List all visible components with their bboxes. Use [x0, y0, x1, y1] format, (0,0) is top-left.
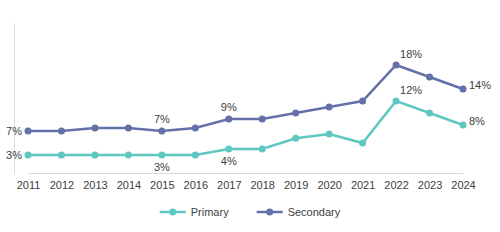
series-marker [158, 128, 165, 135]
x-tick: 2015 [150, 179, 174, 191]
series-marker [192, 125, 199, 132]
series-marker [326, 104, 333, 111]
series-marker [91, 125, 98, 132]
x-tick-label: 2024 [451, 179, 475, 191]
legend-label: Secondary [288, 206, 341, 218]
x-tick: 2022 [384, 179, 408, 191]
x-tick: 2024 [451, 179, 475, 191]
series-marker [393, 62, 400, 69]
x-tick: 2012 [50, 179, 74, 191]
x-tick-label: 2019 [284, 179, 308, 191]
series-marker [125, 152, 132, 159]
series-marker [460, 86, 467, 93]
chart: 2011 2012 2013 2014 2015 2016 2017 2018 2019 2020… [0, 0, 500, 232]
series-marker [25, 152, 32, 159]
legend-item: Primary [160, 206, 229, 218]
series-marker [426, 74, 433, 81]
series-line [28, 101, 463, 155]
data-label: 12% [400, 84, 422, 96]
x-tick-label: 2023 [418, 179, 442, 191]
x-tick-label: 2017 [217, 179, 241, 191]
data-label: 4% [221, 155, 237, 167]
data-label: 14% [469, 79, 491, 91]
series-marker [460, 122, 467, 129]
x-tick: 2016 [184, 179, 208, 191]
series-marker [259, 116, 266, 123]
series-marker [158, 152, 165, 159]
x-tick: 2020 [317, 179, 341, 191]
series-marker [192, 152, 199, 159]
x-tick-label: 2015 [150, 179, 174, 191]
x-tick-label: 2012 [50, 179, 74, 191]
x-tick-label: 2016 [184, 179, 208, 191]
data-label: 18% [400, 48, 422, 60]
x-tick-label: 2014 [117, 179, 141, 191]
x-tick: 2019 [284, 179, 308, 191]
legend-marker [169, 209, 176, 216]
series-marker [393, 98, 400, 105]
series-marker [58, 128, 65, 135]
series-marker [292, 135, 299, 142]
data-labels: 3% 3% 4% 12% 8% 7% 7% 9% 18% 14% [6, 48, 491, 173]
x-tick: 2018 [250, 179, 274, 191]
series-marker [25, 128, 32, 135]
series-marker [58, 152, 65, 159]
data-label: 7% [154, 113, 170, 125]
x-tick: 2017 [217, 179, 241, 191]
x-tick-label: 2013 [83, 179, 107, 191]
series-marker [292, 110, 299, 117]
legend-marker [266, 209, 273, 216]
x-tick-label: 2022 [384, 179, 408, 191]
data-label: 3% [154, 161, 170, 173]
series-marker [426, 110, 433, 117]
series-marker [359, 140, 366, 147]
legend: Primary Secondary [160, 206, 341, 218]
x-tick-label: 2021 [351, 179, 375, 191]
data-label: 3% [6, 149, 22, 161]
series-line [28, 65, 463, 131]
data-label: 7% [6, 125, 22, 137]
x-tick: 2023 [418, 179, 442, 191]
x-axis: 2011 2012 2013 2014 2015 2016 2017 2018 2019 2020… [17, 174, 476, 191]
legend-label: Primary [191, 206, 229, 218]
x-tick: 2014 [117, 179, 141, 191]
x-tick-label: 2011 [17, 179, 41, 191]
series-marker [225, 146, 232, 153]
series-marker [91, 152, 98, 159]
series-marker [359, 98, 366, 105]
x-tick-label: 2018 [250, 179, 274, 191]
series-marker [125, 125, 132, 132]
legend-item: Secondary [257, 206, 341, 218]
x-tick: 2021 [351, 179, 375, 191]
x-axis-line [29, 173, 464, 174]
data-label: 8% [469, 115, 485, 127]
plot-area [25, 62, 467, 159]
series-marker [259, 146, 266, 153]
series-marker [326, 131, 333, 138]
x-tick: 2011 [17, 179, 41, 191]
series-marker [225, 116, 232, 123]
data-label: 9% [221, 101, 237, 113]
x-tick-label: 2020 [317, 179, 341, 191]
x-tick: 2013 [83, 179, 107, 191]
